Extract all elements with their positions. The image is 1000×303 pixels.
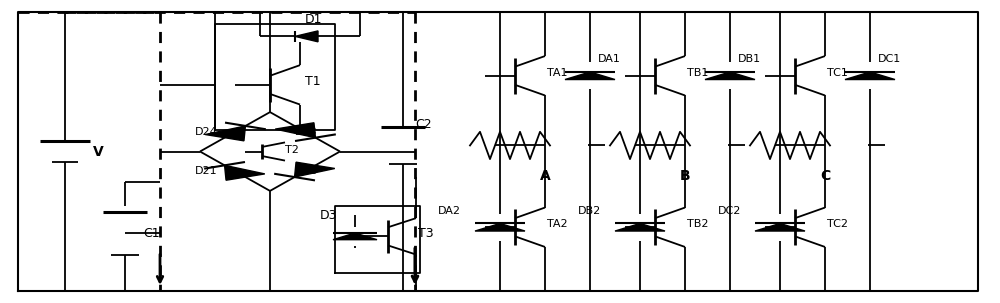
Text: TA2: TA2 [547, 219, 568, 229]
Polygon shape [295, 162, 335, 177]
Text: DB2: DB2 [578, 205, 601, 216]
Text: C: C [820, 169, 830, 183]
Text: D22: D22 [295, 166, 318, 176]
Polygon shape [205, 126, 245, 141]
Polygon shape [295, 31, 318, 42]
Polygon shape [475, 224, 525, 231]
Text: D3: D3 [320, 209, 337, 221]
Polygon shape [275, 123, 315, 138]
Text: C1: C1 [143, 227, 160, 240]
Text: TB1: TB1 [687, 68, 708, 78]
Text: D1: D1 [305, 13, 323, 26]
Text: C2: C2 [415, 118, 432, 131]
Polygon shape [845, 72, 895, 79]
Text: D23: D23 [295, 127, 318, 137]
Text: A: A [540, 169, 550, 183]
Polygon shape [565, 72, 615, 79]
Text: TB2: TB2 [687, 219, 708, 229]
Text: D21: D21 [195, 166, 218, 176]
Text: TC2: TC2 [827, 219, 848, 229]
Text: DC1: DC1 [878, 54, 901, 64]
Text: T3: T3 [418, 227, 434, 240]
Polygon shape [333, 233, 377, 240]
Text: TA1: TA1 [547, 68, 568, 78]
Text: DA2: DA2 [438, 205, 461, 216]
Polygon shape [225, 165, 265, 180]
Text: TC1: TC1 [827, 68, 848, 78]
Text: DB1: DB1 [738, 54, 761, 64]
Polygon shape [615, 224, 665, 231]
Text: T1: T1 [305, 75, 321, 88]
Text: DA1: DA1 [598, 54, 621, 64]
Text: B: B [680, 169, 690, 183]
Text: DC2: DC2 [718, 205, 741, 216]
Polygon shape [705, 72, 755, 79]
Text: D24: D24 [195, 127, 218, 137]
Text: T2: T2 [285, 145, 299, 155]
Polygon shape [755, 224, 805, 231]
Text: V: V [93, 145, 104, 158]
